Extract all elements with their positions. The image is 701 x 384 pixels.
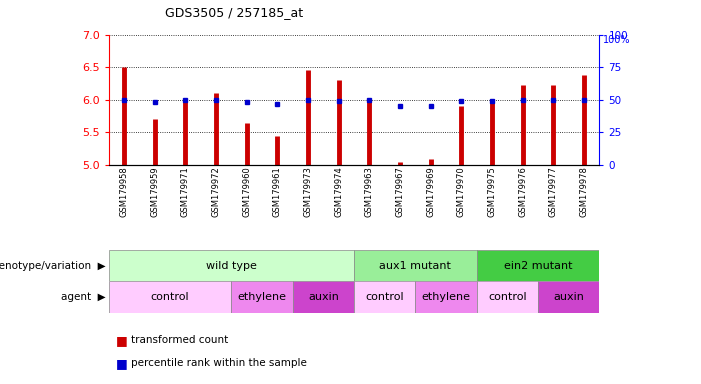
Text: GDS3505 / 257185_at: GDS3505 / 257185_at: [165, 6, 303, 19]
Text: control: control: [151, 292, 189, 303]
Text: ein2 mutant: ein2 mutant: [504, 260, 572, 271]
Text: ■: ■: [116, 357, 128, 370]
Bar: [477, 250, 599, 281]
Text: wild type: wild type: [206, 260, 257, 271]
Bar: [109, 281, 231, 313]
Text: control: control: [365, 292, 404, 303]
Bar: [293, 281, 354, 313]
Bar: [354, 250, 477, 281]
Text: auxin: auxin: [553, 292, 584, 303]
Text: ethylene: ethylene: [421, 292, 470, 303]
Text: auxin: auxin: [308, 292, 339, 303]
Text: percentile rank within the sample: percentile rank within the sample: [131, 358, 307, 368]
Bar: [415, 281, 477, 313]
Text: transformed count: transformed count: [131, 335, 229, 345]
Text: control: control: [488, 292, 526, 303]
Text: ethylene: ethylene: [238, 292, 287, 303]
Text: ■: ■: [116, 334, 128, 347]
Bar: [477, 281, 538, 313]
Text: agent  ▶: agent ▶: [60, 292, 105, 303]
Text: aux1 mutant: aux1 mutant: [379, 260, 451, 271]
Text: genotype/variation  ▶: genotype/variation ▶: [0, 260, 105, 271]
Text: 100%: 100%: [603, 35, 630, 45]
Bar: [109, 250, 354, 281]
Bar: [354, 281, 415, 313]
Bar: [538, 281, 599, 313]
Bar: [231, 281, 293, 313]
